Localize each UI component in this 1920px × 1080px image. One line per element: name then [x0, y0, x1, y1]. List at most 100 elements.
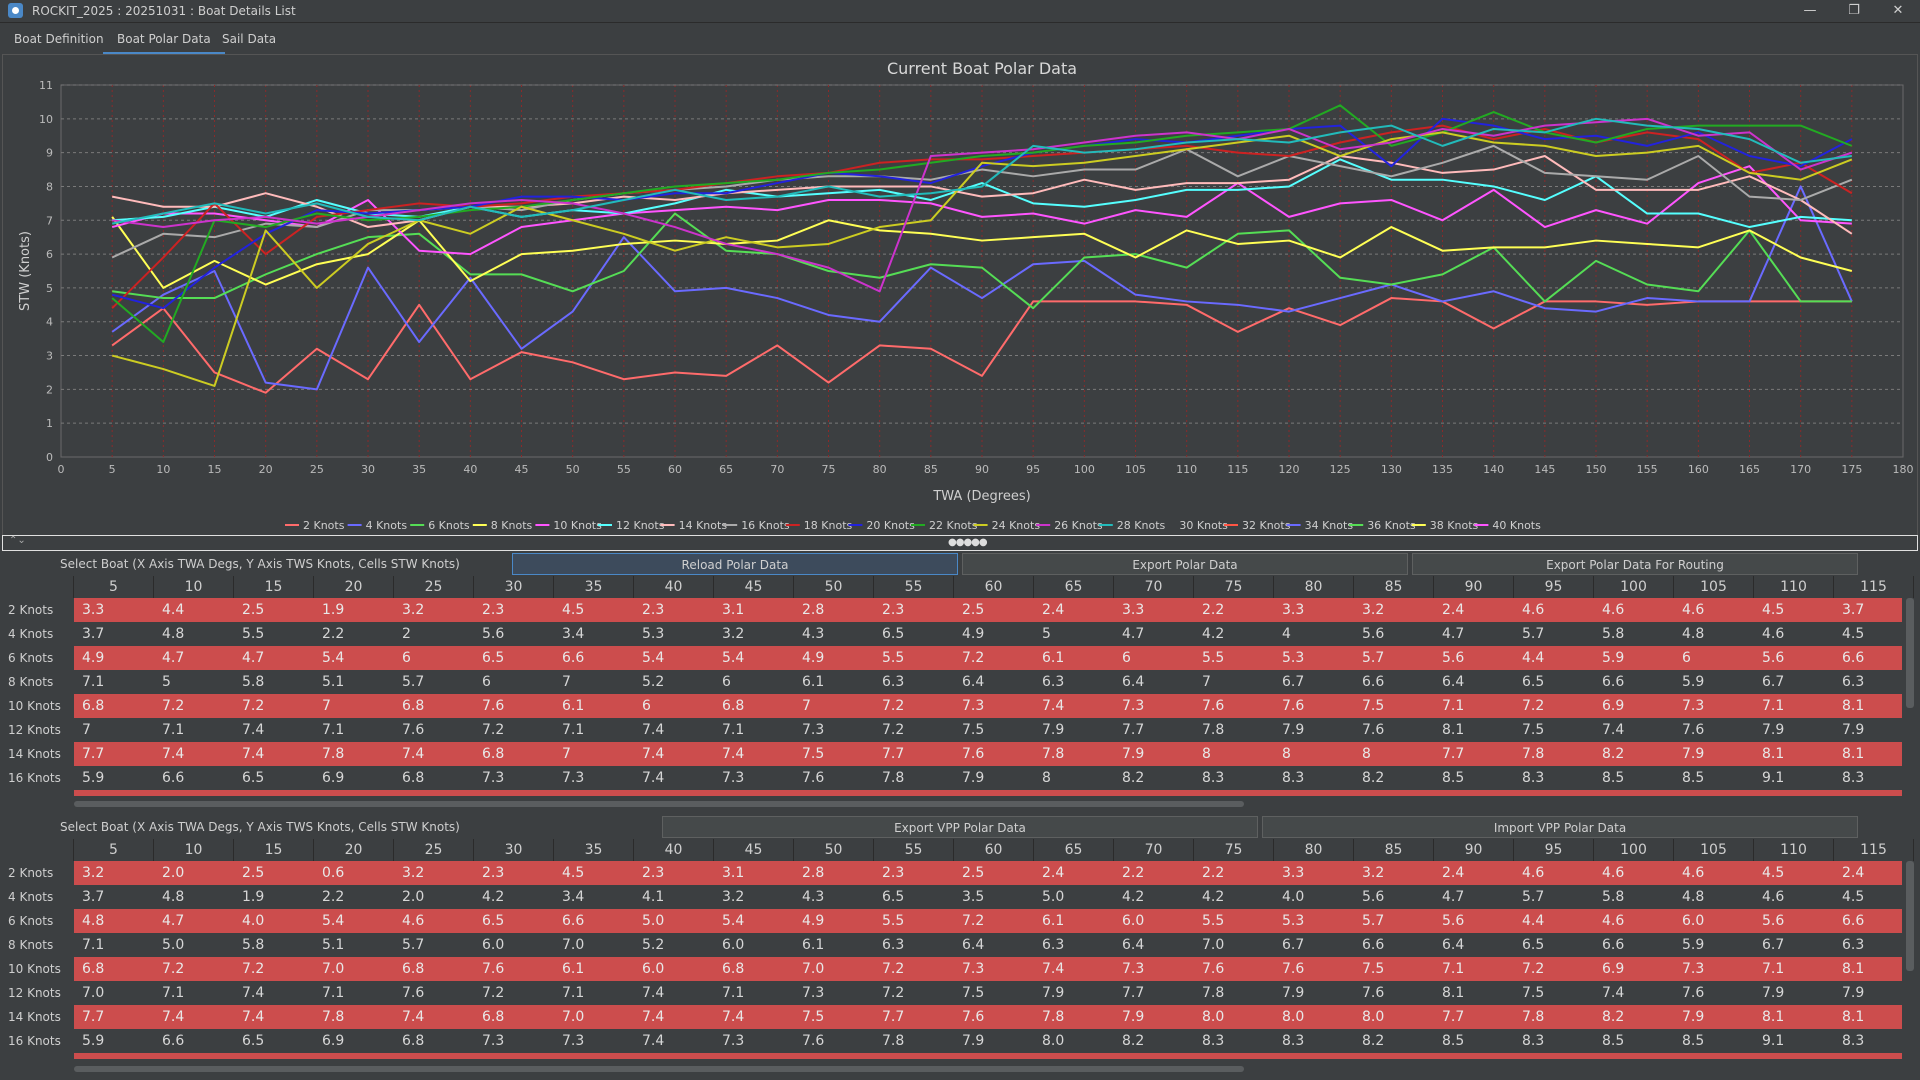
table-cell[interactable]: 4.6: [1602, 865, 1625, 881]
table-cell[interactable]: 7.3: [962, 961, 985, 977]
tab-boat-polar-data[interactable]: Boat Polar Data: [103, 26, 225, 55]
table-cell[interactable]: 5.6: [1442, 650, 1465, 666]
vertical-scrollbar[interactable]: [1904, 598, 1916, 748]
table-cell[interactable]: 8: [1282, 746, 1291, 762]
minimize-button[interactable]: —: [1803, 3, 1817, 18]
table-cell[interactable]: 7: [82, 722, 91, 738]
table-cell[interactable]: 7.7: [1442, 1009, 1465, 1025]
table-cell[interactable]: 6.9: [1602, 961, 1625, 977]
table-cell[interactable]: 5.8: [242, 937, 265, 953]
table-cell[interactable]: 7.4: [722, 746, 745, 762]
table-cell[interactable]: 6: [482, 674, 491, 690]
table-cell[interactable]: 8.1: [1442, 722, 1465, 738]
table-cell[interactable]: 3.7: [82, 626, 105, 642]
table-cell[interactable]: 7.6: [1362, 985, 1385, 1001]
table-cell[interactable]: 5.7: [1522, 626, 1545, 642]
column-header[interactable]: 15: [234, 839, 314, 861]
table-cell[interactable]: 4.6: [1682, 602, 1705, 618]
table-cell[interactable]: 7.3: [482, 770, 505, 786]
table-cell[interactable]: 7.6: [1202, 698, 1225, 714]
table-cell[interactable]: 4.4: [1522, 650, 1545, 666]
table-cell[interactable]: 7: [562, 674, 571, 690]
table-cell[interactable]: 7.8: [1042, 746, 1065, 762]
table-cell[interactable]: 6.7: [1282, 937, 1305, 953]
table-cell[interactable]: 7.2: [1522, 698, 1545, 714]
table-cell[interactable]: 4.6: [1762, 889, 1785, 905]
table-cell[interactable]: 3.2: [1362, 602, 1385, 618]
table-cell[interactable]: 6.6: [1602, 937, 1625, 953]
table-cell[interactable]: 3.2: [722, 626, 745, 642]
table-cell[interactable]: 7.4: [242, 1009, 265, 1025]
table-cell[interactable]: 3.7: [1842, 602, 1865, 618]
table-cell[interactable]: 6.5: [1522, 937, 1545, 953]
table-cell[interactable]: 3.3: [1282, 602, 1305, 618]
table-cell[interactable]: 6.6: [162, 770, 185, 786]
table-cell[interactable]: 7.6: [962, 746, 985, 762]
table-cell[interactable]: 4.5: [1842, 889, 1865, 905]
table-cell[interactable]: 8.3: [1202, 1033, 1225, 1049]
table-cell[interactable]: 5.6: [1442, 913, 1465, 929]
table-cell[interactable]: 8.1: [1842, 1009, 1865, 1025]
table-cell[interactable]: 2.5: [962, 602, 985, 618]
table-cell[interactable]: 2.2: [1122, 865, 1145, 881]
horizontal-scrollbar[interactable]: [74, 1065, 1902, 1073]
table-row[interactable]: 6 Knots 4.8 4.7 4.0 5.4 4.6 6.5 6.6 5.0 5.4 4.9 5.5…: [2, 909, 1916, 933]
table-cell[interactable]: 7.1: [82, 674, 105, 690]
table-cell[interactable]: 8: [1202, 746, 1211, 762]
drag-grip-icon[interactable]: ●●●●●: [948, 537, 988, 548]
table-cell[interactable]: 7.4: [162, 1009, 185, 1025]
table-cell[interactable]: 7.2: [242, 698, 265, 714]
table-cell[interactable]: 7: [562, 746, 571, 762]
table-cell[interactable]: 4.8: [82, 913, 105, 929]
table-cell[interactable]: 7.6: [802, 770, 825, 786]
table-cell[interactable]: 7: [802, 698, 811, 714]
column-header[interactable]: 115: [1834, 576, 1914, 598]
table-cell[interactable]: 7.1: [82, 937, 105, 953]
table-cell[interactable]: 8.3: [1842, 1033, 1865, 1049]
table-row[interactable]: 2 Knots 3.2 2.0 2.5 0.6 3.2 2.3 4.5 2.3 3.1 2.8 2.3…: [2, 861, 1916, 885]
table-cell[interactable]: 5.6: [1362, 889, 1385, 905]
table-row[interactable]: 2 Knots 3.3 4.4 2.5 1.9 3.2 2.3 4.5 2.3 3.1 2.8 2.3…: [2, 598, 1916, 622]
table-cell[interactable]: 7.9: [962, 770, 985, 786]
table-cell[interactable]: 2.8: [802, 865, 825, 881]
table-cell[interactable]: 3.2: [722, 889, 745, 905]
table-cell[interactable]: 4.9: [962, 626, 985, 642]
table-cell[interactable]: 8.0: [1362, 1009, 1385, 1025]
column-header[interactable]: 100: [1594, 839, 1674, 861]
table-cell[interactable]: 7.1: [162, 722, 185, 738]
table-cell[interactable]: 7.4: [1602, 722, 1625, 738]
table-cell[interactable]: 8.0: [1202, 1009, 1225, 1025]
table-cell[interactable]: 2.4: [1442, 602, 1465, 618]
table-cell[interactable]: 7.8: [1202, 722, 1225, 738]
table-cell[interactable]: 7.3: [1682, 961, 1705, 977]
table-cell[interactable]: 5.2: [642, 674, 665, 690]
table-cell[interactable]: 6.8: [482, 1009, 505, 1025]
table-cell[interactable]: 6.8: [82, 961, 105, 977]
close-button[interactable]: ✕: [1892, 3, 1904, 18]
table-cell[interactable]: 7.0: [562, 1009, 585, 1025]
table-cell[interactable]: 7.3: [802, 985, 825, 1001]
table-cell[interactable]: 7.0: [322, 961, 345, 977]
table-cell[interactable]: 7.5: [802, 746, 825, 762]
table-cell[interactable]: 7.9: [1282, 985, 1305, 1001]
table-cell[interactable]: 3.3: [1122, 602, 1145, 618]
table-cell[interactable]: 7.2: [482, 985, 505, 1001]
table-row[interactable]: 10 Knots 6.8 7.2 7.2 7 6.8 7.6 6.1 6 6.8 7 7.2 7.3 7.…: [2, 694, 1916, 718]
table-cell[interactable]: 5.4: [322, 650, 345, 666]
table-cell[interactable]: 6.8: [722, 961, 745, 977]
table-cell[interactable]: 5.4: [642, 650, 665, 666]
table-cell[interactable]: 6.4: [962, 674, 985, 690]
table-cell[interactable]: 7.2: [882, 698, 905, 714]
table-cell[interactable]: 7.4: [1042, 961, 1065, 977]
table-cell[interactable]: 4.5: [562, 865, 585, 881]
table-row[interactable]: 4 Knots 3.7 4.8 5.5 2.2 2 5.6 3.4 5.3 3.2 4.3 6.5 4.…: [2, 622, 1916, 646]
table-cell[interactable]: 7.4: [642, 746, 665, 762]
table-cell[interactable]: 7.6: [1682, 985, 1705, 1001]
table-cell[interactable]: 2.5: [962, 865, 985, 881]
table-cell[interactable]: 6.4: [1442, 937, 1465, 953]
table-cell[interactable]: 5.9: [82, 1033, 105, 1049]
table-cell[interactable]: 7.3: [562, 770, 585, 786]
table-cell[interactable]: 4.4: [162, 602, 185, 618]
table-cell[interactable]: 6.3: [1842, 937, 1865, 953]
table-cell[interactable]: 6.6: [562, 650, 585, 666]
